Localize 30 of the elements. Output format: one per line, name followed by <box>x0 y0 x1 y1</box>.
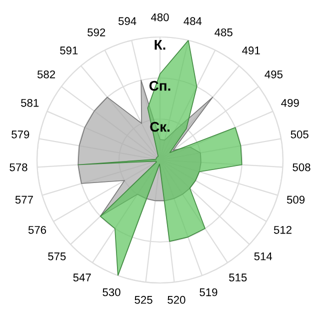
spoke-label: 514 <box>254 252 272 260</box>
spoke-label: 547 <box>73 274 91 282</box>
spoke-label: 577 <box>15 196 33 204</box>
spoke-label: 578 <box>10 163 28 172</box>
spoke-label: 505 <box>290 130 308 138</box>
spoke-label: 576 <box>28 226 46 234</box>
spoke-label: 525 <box>134 296 152 304</box>
spoke-label: 582 <box>37 70 56 78</box>
spoke-label: 515 <box>229 274 247 282</box>
spoke-label: 499 <box>281 98 299 107</box>
y-tick-label: К. <box>154 40 166 50</box>
spoke-label: 495 <box>264 70 283 78</box>
spoke-label: 509 <box>286 196 305 204</box>
spoke-label: 592 <box>88 28 106 36</box>
spoke-label: 485 <box>214 28 232 36</box>
spoke-label: 530 <box>102 288 120 296</box>
spoke-label: 581 <box>21 98 39 107</box>
spoke-label: 579 <box>12 130 30 138</box>
spoke-label: 594 <box>118 17 136 26</box>
y-tick-label: Ск. <box>150 122 170 132</box>
spoke-label: 520 <box>168 296 186 304</box>
spoke-label: 512 <box>274 226 292 234</box>
y-tick-label: Сп. <box>149 80 170 91</box>
spoke-label: 484 <box>184 17 202 26</box>
spoke-label: 508 <box>292 163 310 172</box>
spoke-label: 491 <box>242 46 260 54</box>
spoke-label: 480 <box>150 13 169 22</box>
spoke-label: 519 <box>200 288 218 296</box>
spoke-label: 575 <box>48 252 66 260</box>
spoke-label: 591 <box>60 46 78 54</box>
